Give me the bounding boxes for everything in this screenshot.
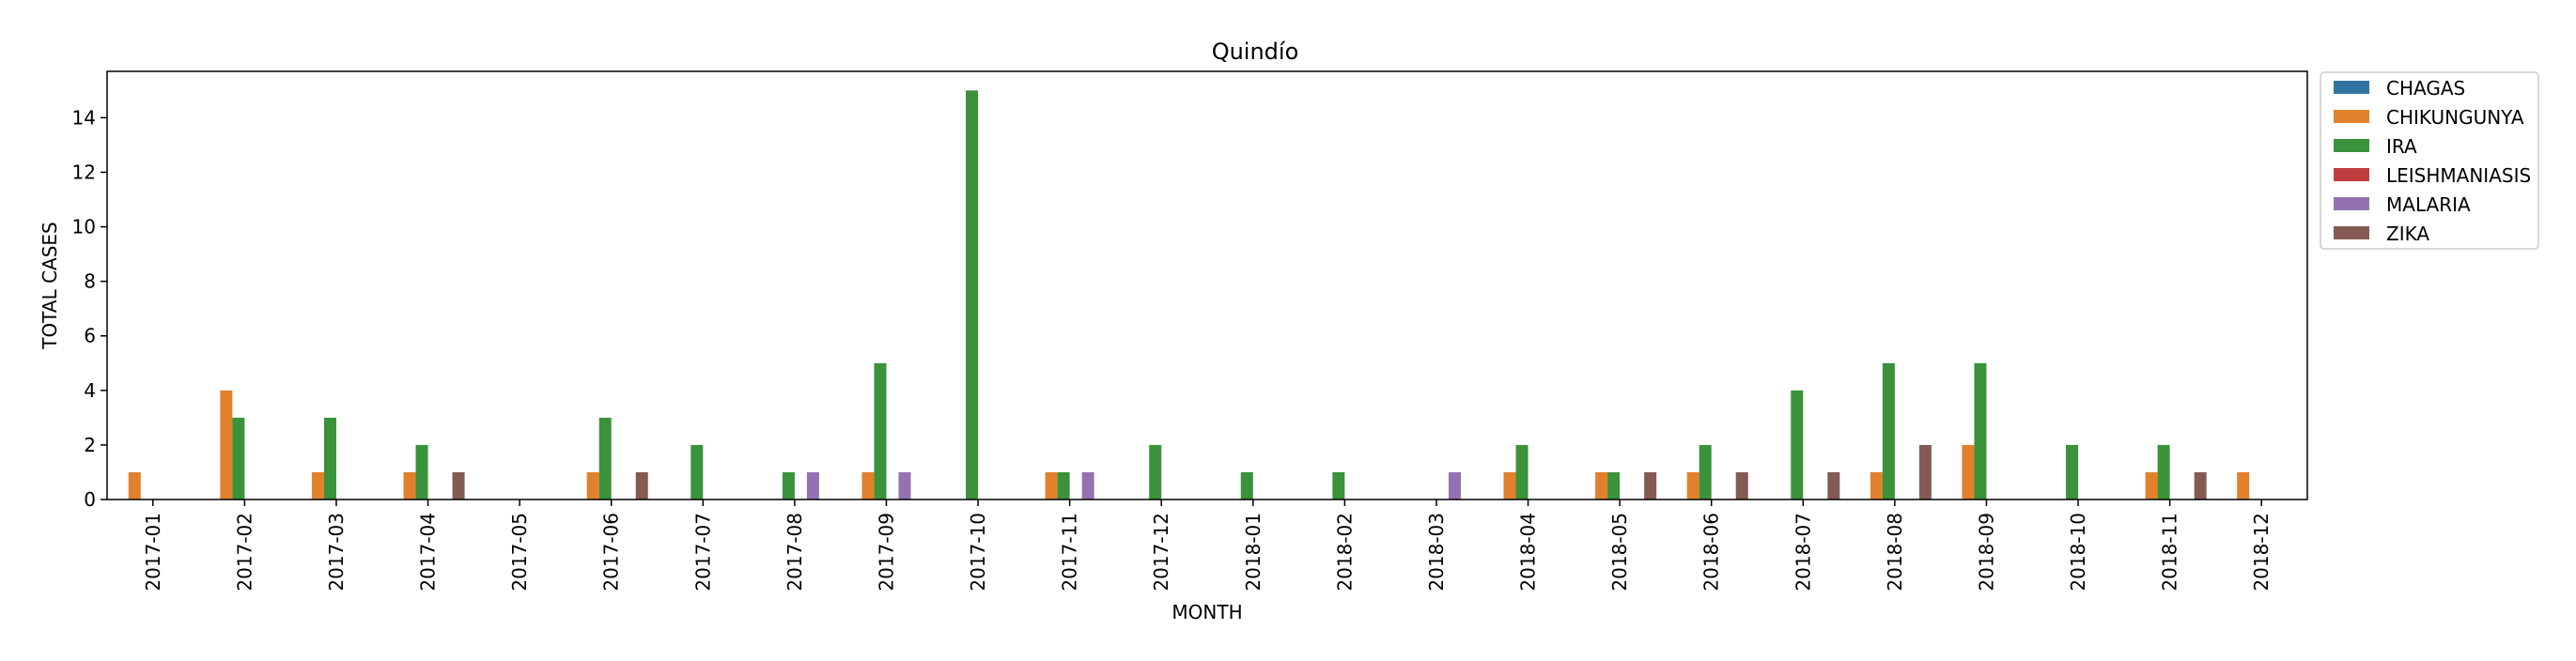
bar-malaria-2018-03 (1448, 471, 1461, 500)
legend-swatch-leishmaniasis (2334, 168, 2369, 181)
x-axis: 2017-01 2017-02 2017-03 2017-04 2017-05 2017-… (142, 500, 2273, 592)
bar-malaria-2017-09 (898, 471, 911, 500)
y-axis: 0 2 4 6 8 10 12 14 (72, 106, 107, 511)
x-tick-label: 2017-12 (1150, 513, 1172, 592)
x-tick-label: 2018-07 (1792, 513, 1814, 592)
bar-chikungunya-2017-04 (403, 471, 416, 500)
y-tick-label: 0 (84, 488, 96, 511)
legend-swatch-chikungunya (2334, 110, 2369, 123)
x-tick-label: 2017-03 (325, 513, 348, 592)
y-tick-label: 8 (84, 270, 96, 293)
bar-ira-2017-02 (232, 417, 245, 500)
bar-malaria-2017-08 (806, 471, 819, 500)
x-tick-label: 2018-03 (1425, 513, 1448, 592)
legend-label-leishmaniasis: LEISHMANIASIS (2386, 164, 2531, 187)
x-tick-label: 2018-06 (1700, 513, 1723, 592)
bar-ira-2018-05 (1607, 471, 1621, 500)
x-tick-label: 2018-10 (2067, 513, 2089, 592)
y-axis-label: TOTAL CASES (39, 222, 61, 349)
bar-chikungunya-2018-04 (1503, 471, 1516, 500)
bar-ira-2018-11 (2157, 444, 2170, 500)
x-tick-label: 2017-02 (233, 513, 256, 592)
legend-label-chagas: CHAGAS (2386, 77, 2465, 100)
bar-ira-2017-10 (966, 90, 979, 500)
legend-swatch-zika (2334, 226, 2369, 239)
bar-chikungunya-2018-09 (1962, 444, 1975, 500)
legend-label-chikungunya: CHIKUNGUNYA (2386, 106, 2524, 129)
y-tick-label: 14 (72, 106, 96, 129)
bar-zika-2018-11 (2194, 471, 2207, 500)
x-tick-label: 2017-11 (1059, 513, 1081, 592)
bar-chikungunya-2017-11 (1045, 471, 1058, 500)
x-axis-label: MONTH (1172, 601, 1242, 623)
bar-zika-2018-06 (1735, 471, 1748, 500)
bar-ira-2018-08 (1882, 362, 1895, 500)
y-tick-label: 12 (72, 161, 96, 183)
x-tick-label: 2018-11 (2159, 513, 2181, 592)
x-tick-label: 2017-01 (142, 513, 164, 592)
legend-swatch-chagas (2334, 81, 2369, 94)
legend-label-ira: IRA (2386, 135, 2417, 158)
bar-zika-2018-08 (1918, 444, 1932, 500)
x-tick-label: 2018-02 (1333, 513, 1356, 592)
bar-ira-2018-04 (1515, 444, 1529, 500)
x-tick-label: 2017-08 (784, 513, 806, 592)
bar-malaria-2017-11 (1081, 471, 1094, 500)
bar-ira-2017-03 (323, 417, 336, 500)
legend-swatch-ira (2334, 139, 2369, 152)
bar-ira-2017-09 (874, 362, 887, 500)
bar-zika-2017-06 (635, 471, 648, 500)
legend-swatch-malaria (2334, 197, 2369, 210)
x-tick-label: 2018-01 (1242, 513, 1265, 592)
bar-chikungunya-2017-02 (220, 390, 233, 500)
x-tick-label: 2018-12 (2250, 513, 2273, 592)
bar-ira-2017-06 (598, 417, 612, 500)
bar-ira-2018-07 (1791, 390, 1804, 500)
bar-zika-2018-07 (1827, 471, 1840, 500)
bar-ira-2017-11 (1057, 471, 1070, 500)
bar-ira-2018-02 (1332, 471, 1345, 500)
bar-ira-2017-04 (415, 444, 428, 500)
y-tick-label: 10 (72, 216, 96, 238)
bar-chikungunya-2018-06 (1686, 471, 1699, 500)
bar-ira-2017-12 (1149, 444, 1162, 500)
legend-frame (2320, 71, 2539, 250)
x-tick-label: 2017-09 (875, 513, 897, 592)
chart-title: Quindío (1212, 38, 1299, 65)
x-tick-label: 2017-06 (600, 513, 623, 592)
x-tick-label: 2017-07 (691, 513, 714, 592)
bar-chikungunya-2017-03 (311, 471, 324, 500)
legend: CHAGAS CHIKUNGUNYA IRA LEISHMANIASIS MALARIA… (2320, 71, 2539, 250)
y-tick-label: 2 (84, 434, 96, 456)
bar-chikungunya-2018-08 (1870, 471, 1883, 500)
bar-zika-2018-05 (1644, 471, 1657, 500)
x-tick-label: 2018-05 (1608, 513, 1631, 592)
x-tick-label: 2018-08 (1884, 513, 1906, 592)
x-tick-label: 2017-05 (508, 513, 531, 592)
legend-label-zika: ZIKA (2386, 223, 2429, 245)
bar-chikungunya-2017-01 (128, 471, 141, 500)
x-tick-label: 2017-10 (967, 513, 989, 592)
bar-chikungunya-2018-11 (2145, 471, 2158, 500)
y-tick-label: 4 (84, 379, 96, 402)
bar-ira-2018-06 (1699, 444, 1712, 500)
x-tick-label: 2018-09 (1975, 513, 1997, 592)
plot-frame (106, 70, 2308, 500)
x-tick-label: 2018-04 (1517, 513, 1540, 592)
bar-chikungunya-2018-12 (2237, 471, 2250, 500)
bar-ira-2017-07 (691, 444, 704, 500)
bars-group (128, 90, 2250, 500)
bar-ira-2017-08 (782, 471, 795, 500)
bar-ira-2018-10 (2066, 444, 2079, 500)
bar-chikungunya-2018-05 (1595, 471, 1608, 500)
bar-ira-2018-09 (1974, 362, 1987, 500)
bar-ira-2018-01 (1240, 471, 1253, 500)
bar-zika-2017-04 (452, 471, 465, 500)
bar-chikungunya-2017-09 (861, 471, 875, 500)
y-tick-label: 6 (84, 325, 96, 347)
legend-label-malaria: MALARIA (2386, 193, 2471, 216)
bar-chikungunya-2017-06 (586, 471, 599, 500)
x-tick-label: 2017-04 (417, 513, 440, 592)
